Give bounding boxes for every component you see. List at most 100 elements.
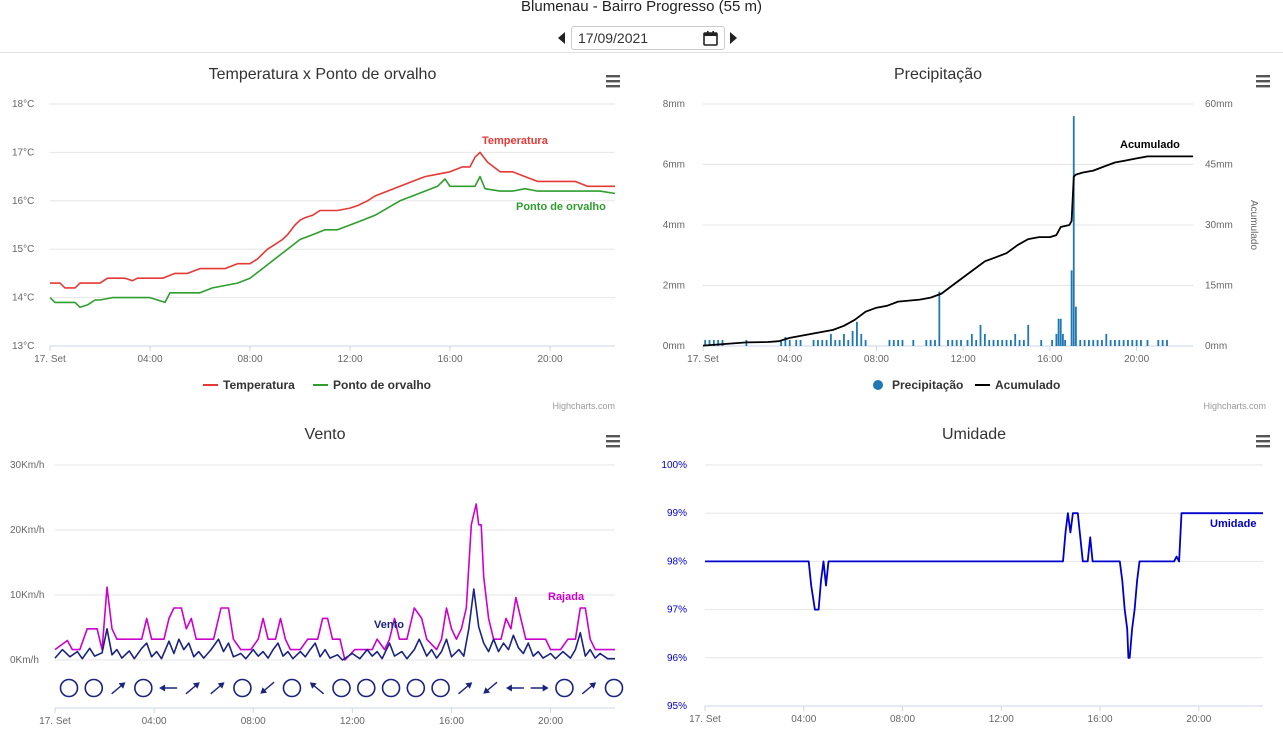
wind-direction-icon [581,682,597,695]
legend-item-ponto-de-orvalho[interactable]: Ponto de orvalho [313,378,431,392]
precip-bar [780,339,782,346]
caret-right-icon [730,32,737,44]
precip-bar [1055,333,1058,346]
x-tick-label: 04:00 [137,354,162,365]
next-day-button[interactable] [728,28,740,48]
legend-label: Precipitação [892,378,963,392]
precip-bar [888,339,891,346]
precip-bar [1018,339,1021,346]
calm-wind-icon [356,678,376,698]
credits-link: Highcharts.com [1203,401,1266,411]
precip-bar [966,339,969,346]
precip-bar [704,339,707,346]
x-tick-label: 17. Set [39,716,71,727]
legend-symbol [873,380,883,390]
y-tick-label: 8mm [663,99,685,110]
arrow-head [192,682,200,689]
x-tick-label: 08:00 [890,714,915,725]
precip-bar [992,339,995,346]
calm-circle [431,678,450,698]
precip-bar [960,339,962,346]
precip-bar [901,339,904,346]
precip-bar [821,339,824,346]
date-input[interactable]: 17/09/2021 [571,26,725,50]
precip-bar [1127,339,1129,346]
precip-bar [847,339,850,346]
annotation-label: Temperatura [482,135,549,147]
arrow-head [505,684,512,692]
precip-bar [851,330,854,346]
y-tick-label: 20Km/h [10,525,44,536]
precip-bar [1135,339,1138,346]
y-tick-label: 16°C [12,196,34,207]
chart-title: Precipitação [894,66,982,83]
legend-item-acumulado[interactable]: Acumulado [975,378,1060,392]
temperature-chart: Temperatura x Ponto de orvalho 13°C 14°C 15… [12,66,620,411]
precip-bar [788,339,791,346]
precip-bar [1072,116,1075,346]
menu-icon[interactable] [606,75,620,88]
previous-day-button[interactable] [556,28,568,48]
precip-bar [812,339,815,346]
precip-bar [1057,318,1060,346]
menu-icon[interactable] [606,435,620,448]
x-tick-label: 16:00 [1037,354,1062,365]
chart-title: Temperatura x Ponto de orvalho [209,66,437,83]
legend-item-precipitação[interactable]: Precipitação [873,378,963,392]
precip-bar [929,339,932,346]
arrow-shape [260,681,275,694]
precip-bar [970,333,973,346]
x-tick-label: 04:00 [791,714,816,725]
y-tick-label: 4mm [663,220,685,231]
y-tick-label: 100% [661,460,687,471]
calm-wind-icon [282,678,302,698]
page-title: Blumenau - Bairro Progresso (55 m) [521,0,762,15]
arrow-shape [111,682,126,695]
header-divider [0,52,1283,53]
wind-direction-icon [458,682,473,695]
y2-axis-title: Acumulado [1248,200,1259,250]
arrow-head [118,682,126,689]
precip-bar [843,333,845,346]
x-tick-label: 12:00 [989,714,1014,725]
menu-icon[interactable] [1256,435,1270,448]
precip-bar [1079,339,1082,346]
precip-bar [799,339,802,346]
y2-tick-label: 45mm [1205,160,1233,171]
date-value: 17/09/2021 [578,30,649,46]
x-tick-label: 08:00 [241,716,266,727]
menu-icon-line [1256,80,1270,83]
caret-left-icon [558,32,565,44]
series-line-humidity [705,512,1263,659]
legend-item-temperatura[interactable]: Temperatura [203,378,295,392]
x-tick-label: 16:00 [437,354,462,365]
precip-bar [1064,339,1066,346]
y-tick-label: 30Km/h [10,460,44,471]
series-line-wind [54,588,615,661]
menu-icon-line [606,435,620,438]
precip-bar [1051,339,1053,346]
y2-tick-label: 15mm [1205,281,1233,292]
calm-circle [356,678,376,698]
precip-bar [925,339,928,346]
x-tick-label: 16:00 [1088,714,1113,725]
precip-bar [934,339,936,346]
arrow-shape [159,684,178,692]
series-line-accumulated [702,155,1193,347]
precipitation-chart: Precipitação 0mm 2mm 4mm 6mm 8mm 17. Set 04:00 0… [663,66,1270,411]
wind-direction-icon [309,682,325,695]
precip-bar [1005,339,1008,346]
humidity-chart: Umidade 95% 96% 97% 98% 99% 100% 17. Set 04:00 08… [661,426,1270,725]
calendar-icon[interactable] [703,30,718,46]
precip-bar [951,339,954,346]
menu-icon[interactable] [1256,75,1270,88]
wind-direction-icon [530,684,549,692]
precip-bar [1027,324,1030,346]
menu-icon-line [606,85,620,88]
arrow-shape [505,684,524,692]
x-tick-label: 08:00 [864,354,889,365]
precip-bar [717,339,720,346]
annotation-label: Umidade [1210,518,1256,530]
x-tick-label: 17. Set [687,354,719,365]
precip-bar [1140,339,1142,346]
